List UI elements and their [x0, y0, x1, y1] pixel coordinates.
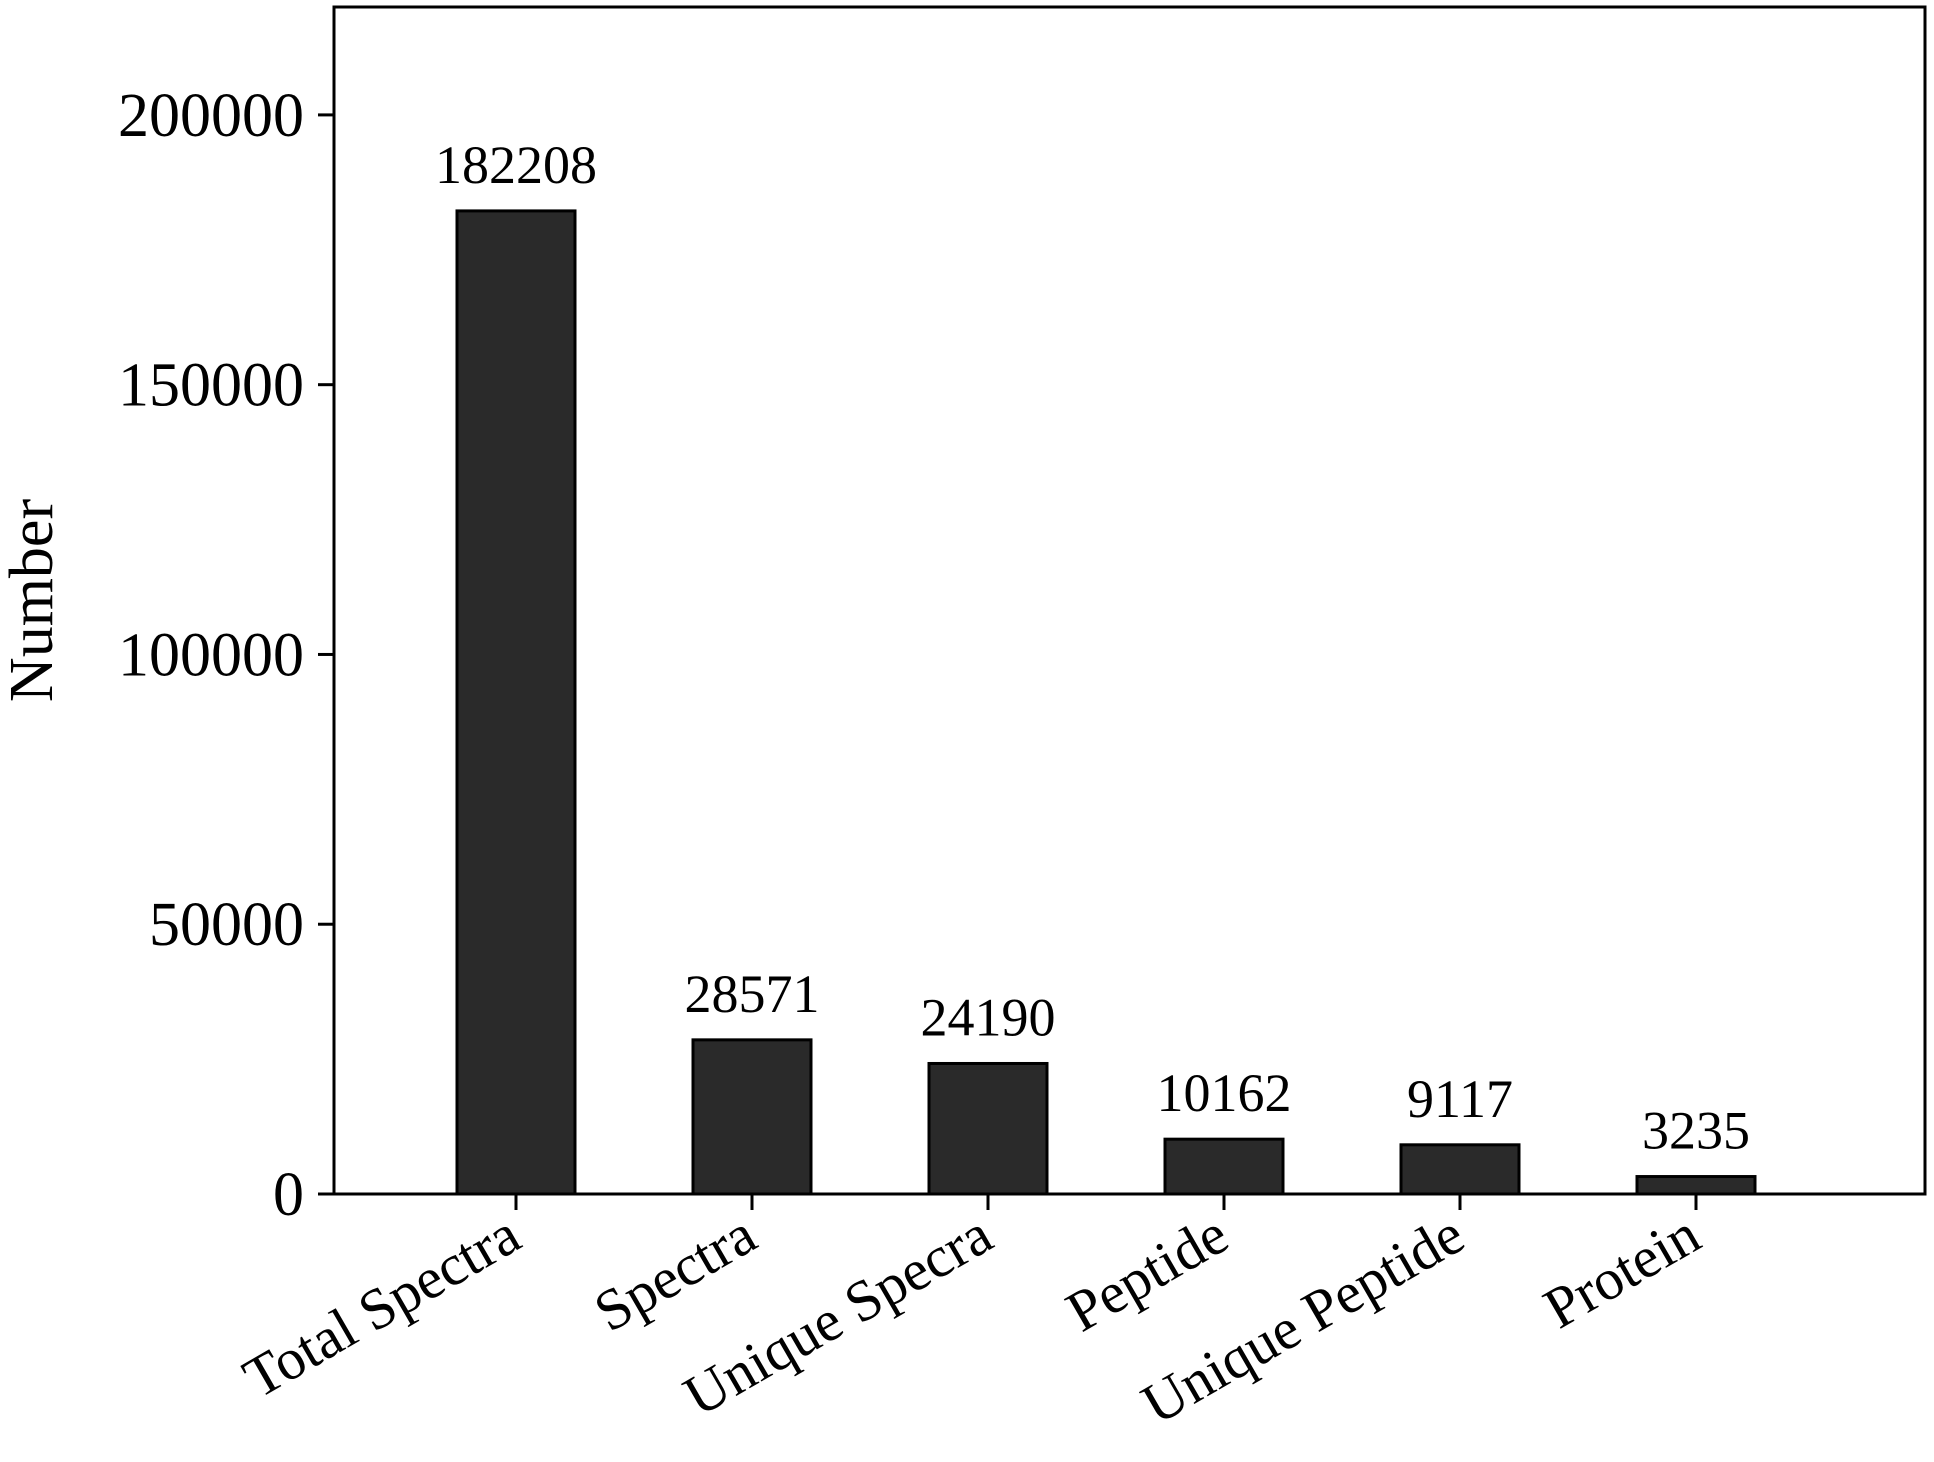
- data-label: 28571: [685, 964, 820, 1024]
- bar-unique-specra: [927, 1061, 1049, 1196]
- y-axis-label: Number: [0, 499, 66, 703]
- data-label: 10162: [1157, 1063, 1292, 1123]
- y-tick-label: 150000: [118, 352, 304, 420]
- y-tick-label: 50000: [149, 891, 304, 959]
- data-label: 182208: [435, 135, 597, 195]
- data-label: 3235: [1642, 1101, 1750, 1161]
- bar-peptide: [1163, 1137, 1285, 1196]
- y-tick-label: 200000: [118, 82, 304, 150]
- y-axis: 0 50000 100000 150000 200000: [118, 82, 334, 1229]
- bars: [455, 209, 1757, 1196]
- bar-spectra: [691, 1038, 813, 1196]
- y-tick-label: 0: [273, 1161, 304, 1229]
- plot-area-frame: [332, 5, 1927, 1196]
- bar-unique-peptide: [1399, 1143, 1521, 1196]
- data-label: 9117: [1407, 1069, 1513, 1129]
- data-labels: 182208 28571 24190 10162 9117 3235: [435, 135, 1750, 1161]
- x-tick-label: Peptide: [1055, 1201, 1238, 1344]
- x-tick-label: Total Spectra: [232, 1201, 530, 1411]
- x-tick-label: Spectra: [583, 1201, 766, 1344]
- bar-protein: [1635, 1175, 1757, 1196]
- x-tick-label: Protein: [1533, 1201, 1711, 1341]
- y-tick-label: 100000: [118, 621, 304, 689]
- data-label: 24190: [921, 987, 1056, 1047]
- bar-total-spectra: [455, 209, 577, 1196]
